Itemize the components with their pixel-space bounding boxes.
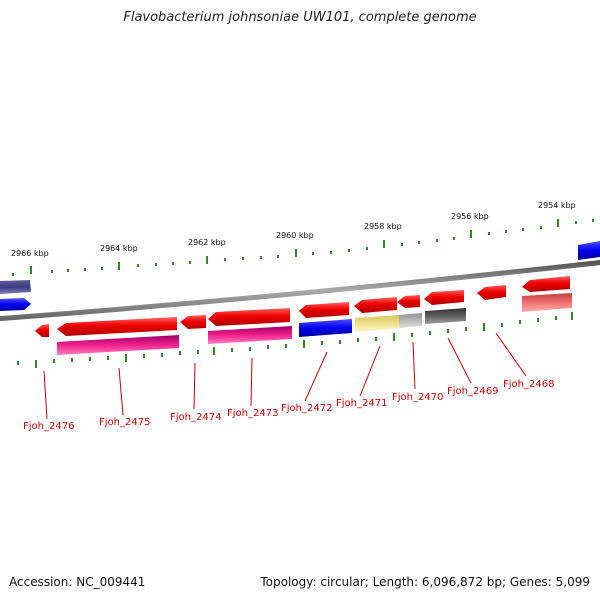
gene-label-fjoh-2468[interactable]: Fjoh_2468 — [503, 379, 554, 390]
gene-blue-left[interactable] — [0, 298, 31, 311]
gene-fjoh-2474[interactable] — [180, 315, 206, 329]
gene-label-fjoh-2476[interactable]: Fjoh_2476 — [23, 421, 74, 432]
gene-fjoh-2469-cds[interactable] — [424, 290, 464, 305]
gene-label-fjoh-2475[interactable]: Fjoh_2475 — [99, 417, 150, 428]
genome-stats-text: Topology: circular; Length: 6,096,872 bp… — [260, 575, 590, 589]
genome-backbone — [0, 260, 600, 322]
gene-fjoh-2472-cds[interactable] — [299, 302, 349, 318]
scale-label-2956: 2956 kbp — [451, 212, 489, 221]
gene-label-fjoh-2469[interactable]: Fjoh_2469 — [447, 386, 498, 397]
gene-label-fjoh-2473[interactable]: Fjoh_2473 — [227, 408, 278, 419]
block-lightgray-2470[interactable] — [399, 313, 422, 328]
gene-label-fjoh-2470[interactable]: Fjoh_2470 — [392, 392, 443, 403]
gene-fjoh-2473[interactable] — [208, 308, 290, 326]
gene-label-fjoh-2472[interactable]: Fjoh_2472 — [281, 403, 332, 414]
block-darkgray-2469[interactable] — [425, 308, 466, 324]
accession-text: Accession: NC_009441 — [9, 575, 146, 589]
scale-label-2962: 2962 kbp — [188, 238, 226, 247]
gene-fjoh-2468-cds[interactable] — [477, 285, 506, 300]
gene-forward-blue-right[interactable] — [578, 241, 600, 260]
leader-lines — [43, 332, 527, 420]
block-blue-2472[interactable] — [299, 319, 352, 337]
scale-label-2964: 2964 kbp — [100, 244, 138, 253]
cds-track — [35, 276, 570, 337]
gene-fjoh-2471-cds[interactable] — [354, 297, 397, 313]
map-title: Flavobacterium johnsoniae UW101, complet… — [123, 10, 477, 25]
inner-tick-ring — [17, 312, 573, 368]
scale-label-2966: 2966 kbp — [11, 249, 49, 258]
block-salmon-2467[interactable] — [522, 293, 572, 312]
block-khaki-2471[interactable] — [355, 315, 399, 332]
gene-label-fjoh-2474[interactable]: Fjoh_2474 — [170, 412, 221, 423]
scale-label-2960: 2960 kbp — [276, 231, 314, 240]
gene-navy-left[interactable] — [0, 280, 31, 294]
annotation-track — [57, 293, 572, 355]
scale-label-2954: 2954 kbp — [538, 201, 576, 210]
gene-fjoh-2467-cds[interactable] — [522, 276, 570, 292]
scale-label-2958: 2958 kbp — [364, 222, 402, 231]
block-pink-2473[interactable] — [208, 326, 292, 344]
gene-fjoh-2476[interactable] — [35, 324, 49, 337]
gene-fjoh-2475[interactable] — [57, 317, 177, 336]
gene-label-fjoh-2471[interactable]: Fjoh_2471 — [336, 398, 387, 409]
block-pink-2475[interactable] — [57, 335, 179, 355]
gene-fjoh-2470-cds[interactable] — [397, 295, 420, 308]
outer-tick-ring — [12, 219, 594, 276]
